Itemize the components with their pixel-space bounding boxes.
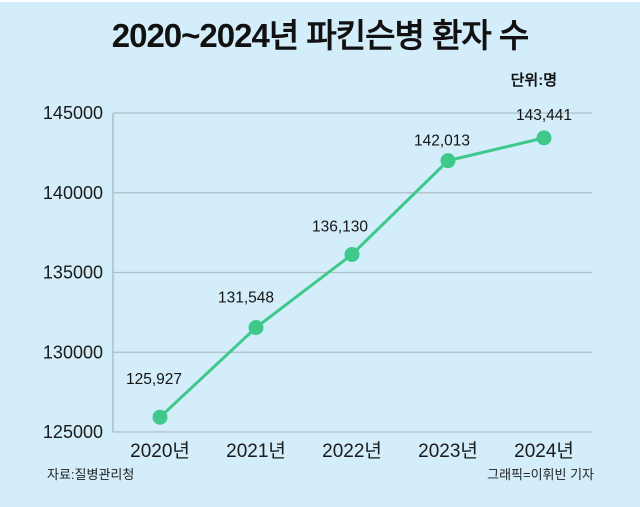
data-point [440, 153, 456, 169]
data-point [248, 320, 264, 336]
y-tick-label: 130000 [43, 342, 103, 362]
data-point-label: 143,441 [516, 107, 572, 124]
data-point-label: 142,013 [414, 133, 470, 150]
unit-label: 단위:명 [510, 72, 557, 89]
y-tick-label: 135000 [43, 263, 103, 283]
data-point-label: 136,130 [312, 218, 368, 235]
data-point [152, 409, 168, 425]
data-line [158, 136, 546, 419]
x-tick-label: 2020년 [130, 440, 190, 462]
x-tick-label: 2021년 [226, 440, 286, 462]
x-tick-label: 2024년 [514, 440, 574, 462]
data-point [344, 246, 360, 262]
top-edge-line [0, 0, 640, 2]
data-point [536, 130, 552, 146]
credit-label: 그래픽=이휘빈 기자 [487, 467, 594, 482]
data-point-label: 125,927 [126, 371, 182, 388]
chart-title: 2020~2024년 파킨슨병 환자 수 [111, 17, 529, 54]
y-tick-label: 125000 [43, 422, 103, 442]
source-label: 자료:질병관리청 [47, 467, 135, 482]
y-tick-label: 145000 [43, 103, 103, 123]
x-tick-label: 2022년 [322, 440, 382, 462]
data-point-label: 131,548 [218, 290, 274, 307]
y-tick-label: 140000 [43, 183, 103, 203]
x-tick-label: 2023년 [418, 440, 478, 462]
